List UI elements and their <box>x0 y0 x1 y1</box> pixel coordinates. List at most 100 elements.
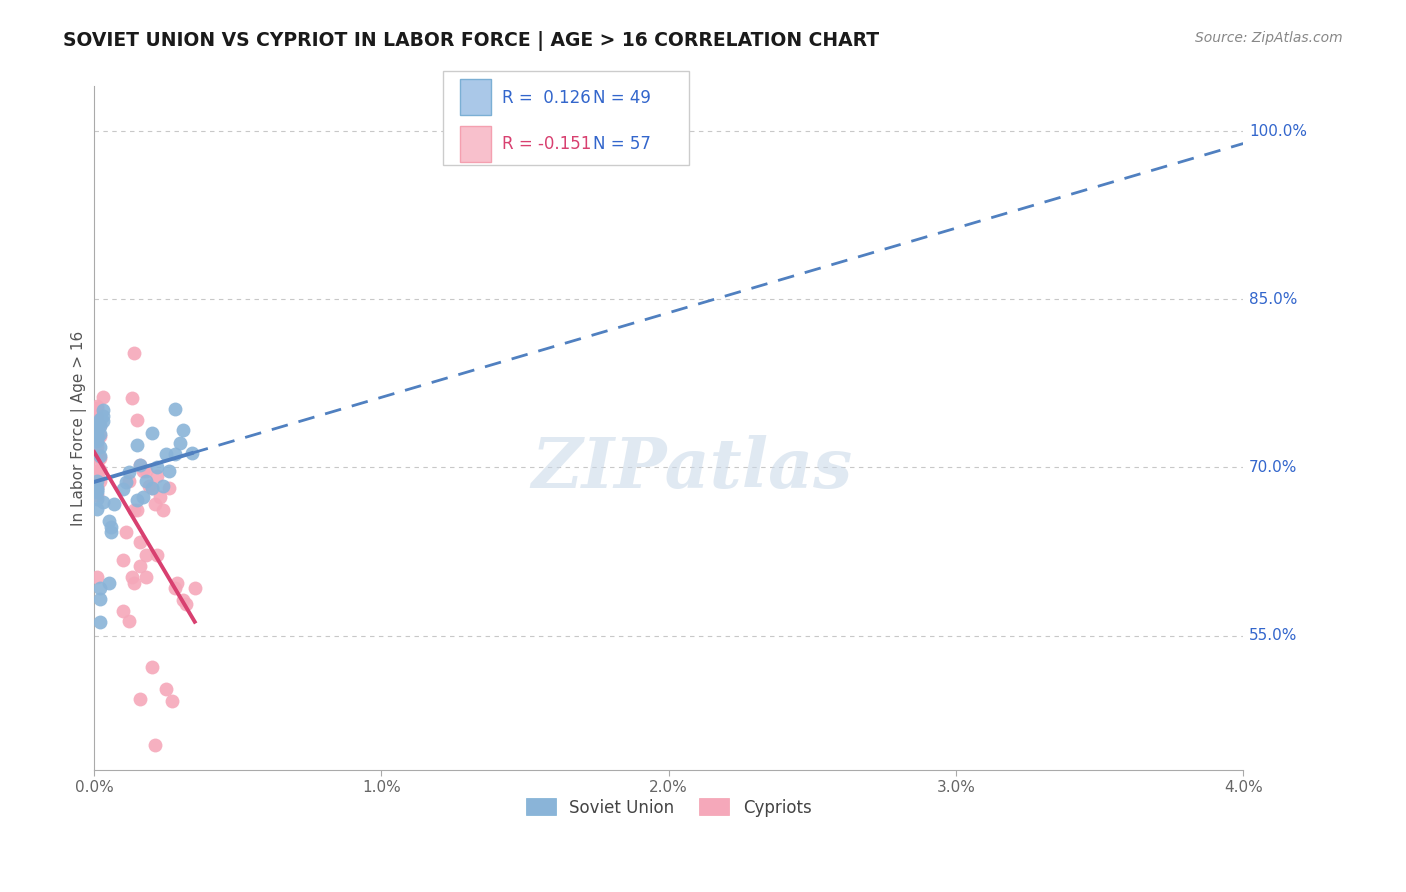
Point <box>183 582 205 596</box>
Point <box>129 559 152 574</box>
Point <box>138 479 160 493</box>
Y-axis label: In Labor Force | Age > 16: In Labor Force | Age > 16 <box>72 331 87 525</box>
Point <box>89 451 111 466</box>
Point <box>89 426 111 441</box>
Point <box>124 503 146 517</box>
Point <box>89 440 111 454</box>
Point <box>86 491 108 506</box>
Text: 85.0%: 85.0% <box>1249 292 1298 307</box>
Point <box>114 475 136 489</box>
Point <box>86 570 108 584</box>
Point <box>157 481 180 495</box>
Point <box>86 401 108 415</box>
Point <box>86 464 108 478</box>
Point <box>86 472 108 486</box>
Point <box>141 660 163 674</box>
Point <box>155 447 177 461</box>
Point <box>97 575 120 590</box>
Point <box>129 535 152 549</box>
Point <box>100 520 122 534</box>
Point <box>118 614 141 628</box>
Point <box>114 525 136 540</box>
Point <box>89 429 111 443</box>
Point <box>127 503 149 517</box>
Point <box>146 548 169 562</box>
Point <box>121 391 143 405</box>
Point <box>143 739 166 753</box>
Point <box>89 417 111 432</box>
Point <box>124 575 146 590</box>
Point <box>86 429 108 443</box>
Point <box>127 492 149 507</box>
Point <box>86 421 108 435</box>
Point <box>86 434 108 448</box>
Point <box>86 399 108 413</box>
Point <box>86 474 108 488</box>
Point <box>86 501 108 516</box>
Point <box>143 497 166 511</box>
Point <box>86 440 108 454</box>
Point <box>135 464 157 478</box>
Point <box>124 346 146 360</box>
Point <box>129 692 152 706</box>
Point <box>86 481 108 495</box>
Point <box>91 414 114 428</box>
Point <box>118 474 141 488</box>
Point <box>141 481 163 495</box>
Point <box>91 390 114 404</box>
Point <box>141 425 163 440</box>
Point <box>91 409 114 423</box>
Point <box>86 428 108 442</box>
Point <box>166 575 188 590</box>
Point <box>86 435 108 450</box>
Point <box>121 570 143 584</box>
Point <box>132 464 155 478</box>
Point <box>163 402 186 417</box>
Text: R = -0.151: R = -0.151 <box>502 136 592 153</box>
Point <box>100 525 122 540</box>
Point <box>146 460 169 475</box>
Point <box>160 693 183 707</box>
Point <box>155 682 177 697</box>
Text: ZIPatlas: ZIPatlas <box>531 435 852 503</box>
Point <box>89 582 111 596</box>
Point <box>172 424 194 438</box>
Point <box>180 446 202 460</box>
Point <box>152 479 174 493</box>
Text: R =  0.126: R = 0.126 <box>502 88 591 106</box>
Point <box>89 615 111 629</box>
Point <box>132 490 155 504</box>
Point <box>86 488 108 502</box>
Point <box>89 463 111 477</box>
Point <box>89 413 111 427</box>
Text: 55.0%: 55.0% <box>1249 628 1298 643</box>
Point <box>89 419 111 434</box>
Point <box>86 457 108 471</box>
Point <box>111 604 134 618</box>
Text: N = 57: N = 57 <box>593 136 651 153</box>
Point <box>86 483 108 497</box>
Point <box>118 465 141 479</box>
Text: Source: ZipAtlas.com: Source: ZipAtlas.com <box>1195 31 1343 45</box>
Point <box>89 474 111 488</box>
Point <box>111 553 134 567</box>
Point <box>127 438 149 452</box>
Point <box>86 424 108 438</box>
Point <box>146 469 169 483</box>
Point <box>86 485 108 500</box>
Point <box>86 409 108 424</box>
Text: 70.0%: 70.0% <box>1249 460 1298 475</box>
Point <box>135 474 157 488</box>
Point <box>129 458 152 472</box>
Legend: Soviet Union, Cypriots: Soviet Union, Cypriots <box>519 792 818 823</box>
Point <box>86 446 108 460</box>
Point <box>163 582 186 596</box>
Point <box>86 430 108 444</box>
Point <box>91 403 114 417</box>
Point <box>163 447 186 461</box>
Point <box>152 503 174 517</box>
Point <box>174 597 197 611</box>
Point <box>89 449 111 463</box>
Point <box>172 592 194 607</box>
Point <box>149 490 172 504</box>
